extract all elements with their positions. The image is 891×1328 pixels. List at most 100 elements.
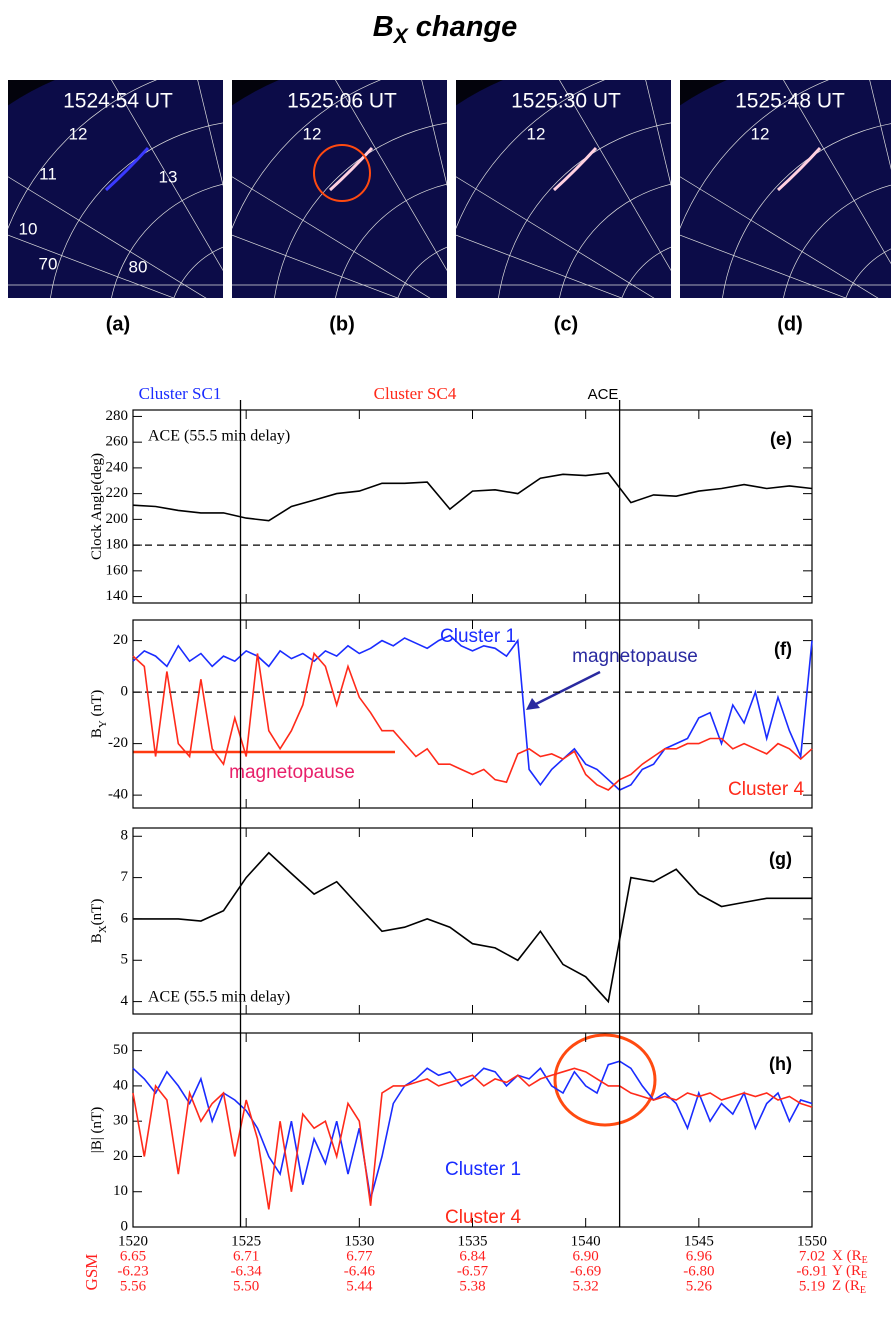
gsm-value: 6.90 [573, 1248, 599, 1264]
x-tick-label: 1540 [571, 1233, 601, 1249]
y-tick-label: 20 [113, 632, 128, 648]
panel-label: (c) [554, 313, 578, 335]
marker-label: ACE [588, 386, 619, 403]
grid-ray [456, 234, 623, 298]
gsm-coordinate: Z (RE [832, 1278, 866, 1296]
y-tick-label: 30 [113, 1113, 128, 1129]
image-label: 11 [39, 164, 57, 183]
series-line [132, 1067, 813, 1210]
sky [456, 80, 671, 298]
y-tick-label: 40 [113, 1077, 128, 1093]
highlight-circle [553, 1033, 657, 1127]
coordinate-name: X (R [832, 1248, 862, 1264]
gsm-value: 6.71 [233, 1248, 259, 1264]
image-panel: 1525:48 UT 12 [680, 80, 891, 298]
gsm-value: 5.32 [573, 1278, 599, 1294]
y-label-part: B [89, 933, 105, 943]
image-label: 70 [39, 254, 58, 273]
coordinate-name: Z (R [832, 1278, 860, 1294]
grid-ray [645, 80, 671, 187]
y-label-sub: Y [97, 720, 109, 728]
gsm-value: -6.46 [344, 1263, 376, 1279]
title-part: B [373, 11, 394, 43]
series-line [132, 472, 813, 522]
y-tick-label: 200 [106, 511, 129, 527]
coordinate-sub: E [862, 1255, 868, 1266]
sky [680, 80, 891, 298]
legend-label: Cluster 4 [445, 1207, 521, 1228]
legend-label: Cluster 4 [728, 779, 804, 800]
image [680, 80, 891, 298]
y-label-part: Clock Angle(deg) [89, 453, 105, 560]
image-label: 13 [159, 167, 178, 186]
image-label: 10 [19, 219, 38, 238]
grid-ray [456, 330, 706, 340]
series-line [132, 634, 813, 791]
y-tick-label: 6 [121, 910, 129, 926]
gsm-value: 5.50 [233, 1278, 259, 1294]
series-line [133, 851, 812, 1004]
image-label: 12 [751, 124, 770, 143]
coordinate-sub: E [861, 1270, 867, 1281]
x-tick-label: 1550 [797, 1233, 827, 1249]
y-tick-label: 260 [106, 434, 129, 450]
gsm-value: 6.65 [120, 1248, 146, 1264]
y-tick-label: 20 [113, 1148, 128, 1164]
image-label: 80 [129, 257, 148, 276]
y-label-sub: X [97, 925, 109, 933]
x-tick-label: 1535 [458, 1233, 488, 1249]
x-tick-label: 1525 [231, 1233, 261, 1249]
highlight-circle [313, 144, 371, 202]
marker-label: Cluster SC4 [374, 384, 457, 403]
x-tick-label: 1520 [118, 1233, 148, 1249]
grid-ray [421, 80, 447, 187]
image-label: 12 [69, 124, 88, 143]
grid-ray [456, 176, 655, 298]
y-tick-label: 0 [121, 1218, 129, 1234]
panel-label: (e) [770, 429, 792, 449]
gsm-value: -6.57 [457, 1263, 489, 1279]
grid-ray [232, 176, 431, 298]
gsm-value: 6.77 [346, 1248, 373, 1264]
y-tick-label: -40 [108, 787, 128, 803]
annotation: magnetopause [572, 646, 698, 667]
grid-ray [8, 176, 207, 298]
panel-label: (g) [769, 849, 792, 869]
sky [232, 80, 447, 298]
image-time: 1525:06 UT [287, 90, 397, 113]
gsm-value: -6.34 [231, 1263, 263, 1279]
image-time: 1525:48 UT [735, 90, 845, 113]
gsm-value: 6.84 [459, 1248, 486, 1264]
grid-ray [197, 80, 223, 187]
y-label-part: (nT) [89, 690, 105, 720]
y-tick-label: -20 [108, 735, 128, 751]
image-time: 1525:30 UT [511, 90, 621, 113]
series-line [132, 1060, 813, 1200]
x-tick-label: 1530 [344, 1233, 374, 1249]
y-label-part: (nT) [89, 899, 105, 926]
grid-ray [680, 176, 879, 298]
y-tick-label: 50 [113, 1042, 128, 1058]
grid-ray [232, 234, 399, 298]
gsm-value: 5.26 [686, 1278, 713, 1294]
panel-label: (f) [774, 639, 792, 659]
arrow [531, 670, 601, 708]
gsm-coordinate: Y (RE [832, 1263, 867, 1281]
annotation: magnetopause [229, 762, 355, 783]
grid-ray [783, 80, 891, 265]
y-tick-label: 140 [106, 588, 129, 604]
y-label-part: B [89, 728, 105, 738]
gsm-value: -6.69 [570, 1263, 601, 1279]
gsm-coordinate: X (RE [832, 1248, 868, 1266]
grid-ray [335, 80, 447, 271]
aurora [776, 146, 822, 192]
title-sub: X [393, 25, 410, 48]
panel-label: (a) [106, 313, 130, 335]
y-tick-label: 7 [121, 869, 129, 885]
y-tick-label: 5 [121, 952, 129, 968]
gsm-value: 5.44 [346, 1278, 373, 1294]
plot-frame [132, 827, 813, 1015]
grid-ray [559, 80, 671, 271]
